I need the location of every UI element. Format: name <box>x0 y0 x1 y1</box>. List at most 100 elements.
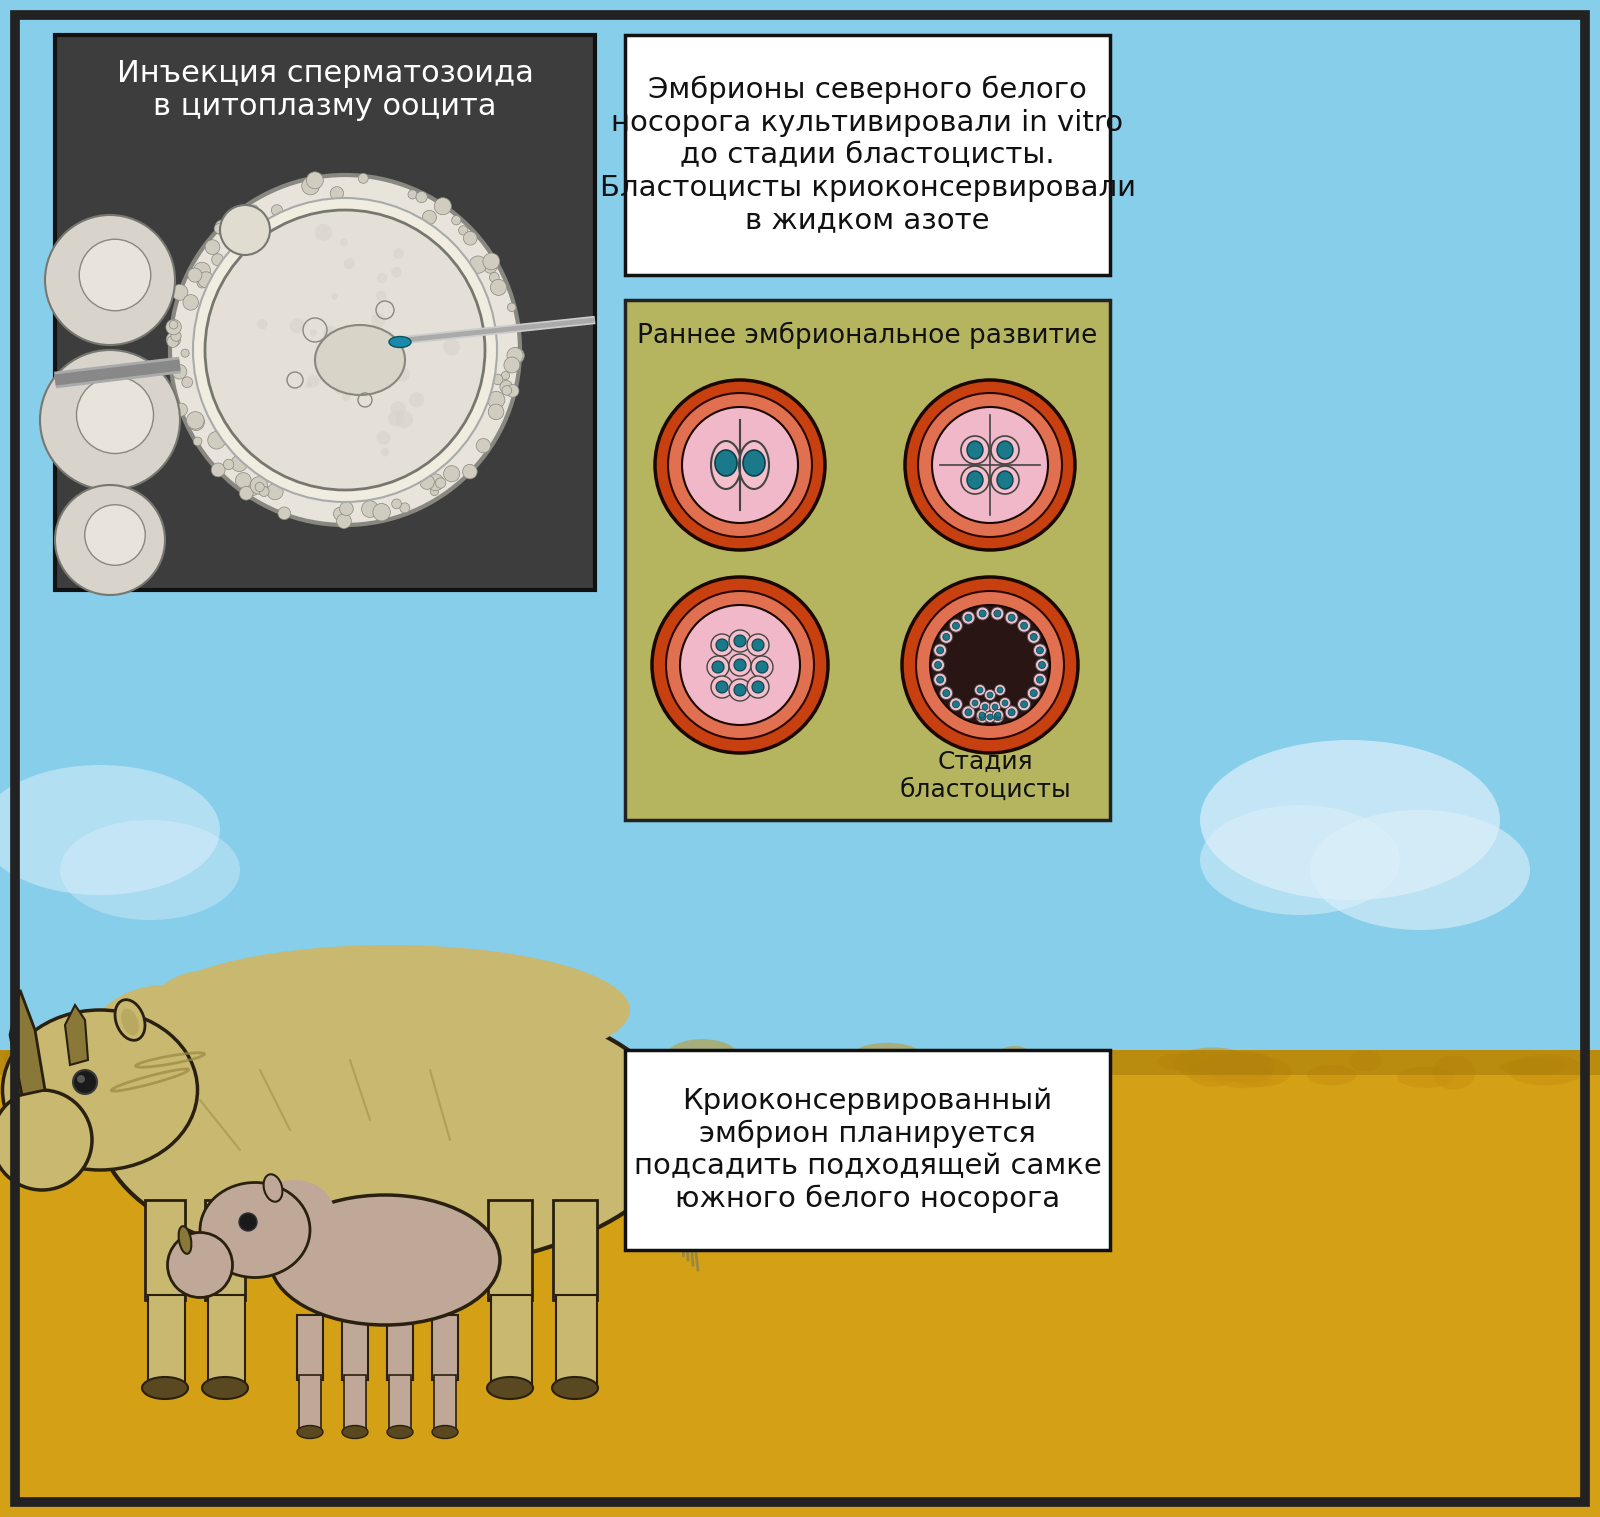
Ellipse shape <box>715 1060 752 1079</box>
Circle shape <box>333 379 349 394</box>
Ellipse shape <box>667 1039 738 1073</box>
Ellipse shape <box>982 704 989 710</box>
Ellipse shape <box>1157 1051 1234 1071</box>
Ellipse shape <box>315 325 405 394</box>
Circle shape <box>389 411 405 426</box>
Circle shape <box>392 499 402 508</box>
Circle shape <box>373 504 390 520</box>
Ellipse shape <box>5 1047 40 1076</box>
Ellipse shape <box>486 1377 533 1399</box>
Ellipse shape <box>416 1056 483 1086</box>
Text: Инъекция сперматозоида
в цитоплазму ооцита: Инъекция сперматозоида в цитоплазму ооци… <box>117 59 533 121</box>
Ellipse shape <box>962 435 989 464</box>
Ellipse shape <box>1038 661 1045 669</box>
Bar <box>626 1050 1110 1250</box>
Bar <box>0 0 1600 1050</box>
Ellipse shape <box>1035 658 1048 672</box>
Bar <box>389 1374 411 1431</box>
Circle shape <box>306 382 312 388</box>
Circle shape <box>342 347 354 360</box>
Ellipse shape <box>730 654 750 677</box>
Ellipse shape <box>979 610 986 617</box>
Circle shape <box>336 514 352 528</box>
Ellipse shape <box>942 634 950 640</box>
Ellipse shape <box>470 1053 509 1086</box>
Circle shape <box>362 501 378 517</box>
Ellipse shape <box>659 1065 733 1095</box>
Circle shape <box>197 278 206 288</box>
Ellipse shape <box>710 634 733 655</box>
Ellipse shape <box>1027 1056 1098 1074</box>
Ellipse shape <box>952 622 960 630</box>
Circle shape <box>507 347 523 364</box>
Circle shape <box>315 223 331 241</box>
Circle shape <box>509 347 525 364</box>
Circle shape <box>477 438 491 452</box>
Circle shape <box>170 174 520 525</box>
Ellipse shape <box>1034 643 1046 657</box>
Circle shape <box>230 455 248 472</box>
Ellipse shape <box>1200 740 1501 900</box>
Text: Раннее эмбриональное развитие: Раннее эмбриональное развитие <box>637 322 1098 349</box>
Circle shape <box>350 373 363 385</box>
Circle shape <box>488 391 506 408</box>
Ellipse shape <box>1030 690 1037 696</box>
Circle shape <box>419 475 434 490</box>
Ellipse shape <box>994 713 1002 721</box>
Circle shape <box>408 190 418 199</box>
Text: Эмбрионы северного белого
носорога культивировали in vitro
до стадии бластоцисты: Эмбрионы северного белого носорога культ… <box>600 76 1136 234</box>
Circle shape <box>187 411 205 429</box>
Ellipse shape <box>187 1053 229 1082</box>
Circle shape <box>915 592 1064 739</box>
Ellipse shape <box>270 1195 499 1324</box>
Ellipse shape <box>733 1066 763 1083</box>
Ellipse shape <box>966 470 982 488</box>
Ellipse shape <box>741 1054 818 1080</box>
Circle shape <box>307 375 320 387</box>
Ellipse shape <box>3 1010 197 1170</box>
Ellipse shape <box>202 1377 248 1399</box>
Circle shape <box>181 349 189 356</box>
Ellipse shape <box>213 1054 280 1089</box>
Ellipse shape <box>240 1053 277 1082</box>
Ellipse shape <box>146 1053 184 1086</box>
Bar <box>626 300 1110 821</box>
Circle shape <box>654 379 826 551</box>
Bar <box>434 1374 456 1431</box>
Ellipse shape <box>934 661 941 669</box>
Circle shape <box>504 356 520 373</box>
Circle shape <box>328 344 342 360</box>
Ellipse shape <box>1027 687 1040 699</box>
Ellipse shape <box>61 821 240 919</box>
Ellipse shape <box>979 711 986 718</box>
Ellipse shape <box>976 710 989 724</box>
Ellipse shape <box>939 631 952 643</box>
Ellipse shape <box>1307 1065 1357 1086</box>
Ellipse shape <box>739 441 770 488</box>
Ellipse shape <box>997 687 1003 693</box>
Circle shape <box>666 592 814 739</box>
Bar <box>626 35 1110 275</box>
Ellipse shape <box>962 705 974 719</box>
Ellipse shape <box>990 607 1003 620</box>
Ellipse shape <box>717 681 728 693</box>
Ellipse shape <box>939 687 952 699</box>
Circle shape <box>341 238 347 246</box>
Ellipse shape <box>995 684 1005 695</box>
Text: Криоконсервированный
эмбрион планируется
подсадить подходящей самке
южного белог: Криоконсервированный эмбрион планируется… <box>634 1086 1101 1214</box>
Bar <box>299 1374 322 1431</box>
Circle shape <box>342 393 350 402</box>
Ellipse shape <box>1219 1051 1272 1068</box>
Circle shape <box>211 463 226 476</box>
Circle shape <box>171 284 187 300</box>
Ellipse shape <box>990 435 1019 464</box>
Circle shape <box>194 199 498 502</box>
Circle shape <box>390 267 402 278</box>
Circle shape <box>250 476 267 495</box>
Ellipse shape <box>934 643 947 657</box>
Circle shape <box>182 376 192 388</box>
Bar <box>208 1296 245 1385</box>
Bar <box>54 35 595 590</box>
Ellipse shape <box>254 1180 334 1250</box>
Ellipse shape <box>899 1056 960 1071</box>
